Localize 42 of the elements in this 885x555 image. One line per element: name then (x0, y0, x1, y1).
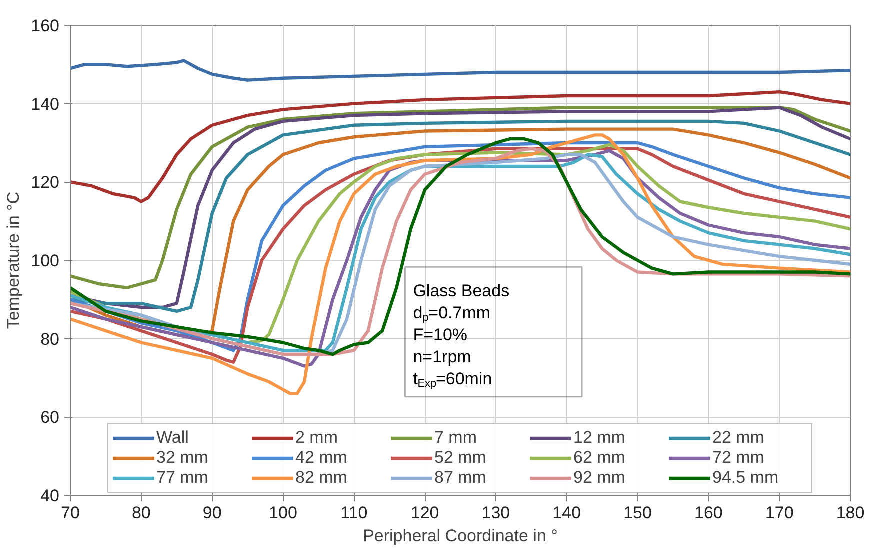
legend-label: 12 mm (574, 428, 626, 448)
x-tick-label: 80 (132, 504, 151, 522)
y-axis-title: Temperature in °C (4, 192, 24, 330)
legend-label: 7 mm (434, 428, 478, 448)
legend-label: 32 mm (156, 448, 210, 468)
legend-label: 72 mm (712, 448, 766, 468)
x-tick-label: 160 (694, 504, 723, 522)
y-tick-label: 120 (31, 173, 60, 192)
legend-label: 87 mm (434, 468, 488, 488)
line-series (70, 90, 850, 204)
y-tick-label: 140 (31, 94, 60, 114)
line-series (70, 134, 850, 396)
y-tick-label: 40 (40, 486, 60, 506)
x-axis-title: Peripheral Coordinate in ° (363, 526, 558, 546)
legend-label: 22 mm (712, 428, 766, 448)
legend-label: Wall (156, 428, 190, 448)
y-tick-label: 100 (31, 252, 60, 270)
y-tick-label: 60 (40, 408, 60, 428)
annotation: F=10% (413, 326, 468, 345)
legend-label: 52 mm (434, 448, 488, 468)
annotation: n=1rpm (413, 348, 472, 367)
legend-label: 94.5 mm (712, 468, 780, 488)
legend-label: 77 mm (156, 468, 210, 488)
x-tick-label: 100 (269, 504, 298, 522)
annotation: Glass Beads (413, 282, 510, 301)
legend-label: 92 mm (574, 468, 626, 488)
legend-label: 82 mm (296, 468, 348, 488)
x-tick-label: 90 (202, 504, 222, 522)
x-tick-label: 70 (61, 504, 80, 522)
legend-label: 62 mm (574, 448, 626, 468)
x-tick-label: 140 (552, 504, 582, 522)
x-tick-label: 150 (624, 504, 652, 522)
legend-label: 2 mm (296, 428, 339, 448)
line-series (70, 59, 850, 82)
y-tick-label: 80 (40, 330, 60, 349)
legend-label: 42 mm (296, 448, 348, 468)
x-tick-label: 120 (410, 504, 440, 522)
y-tick-label: 160 (31, 16, 60, 36)
x-tick-label: 130 (482, 504, 510, 522)
x-tick-label: 180 (836, 504, 865, 522)
x-tick-label: 170 (765, 504, 794, 522)
x-tick-label: 110 (340, 504, 368, 522)
